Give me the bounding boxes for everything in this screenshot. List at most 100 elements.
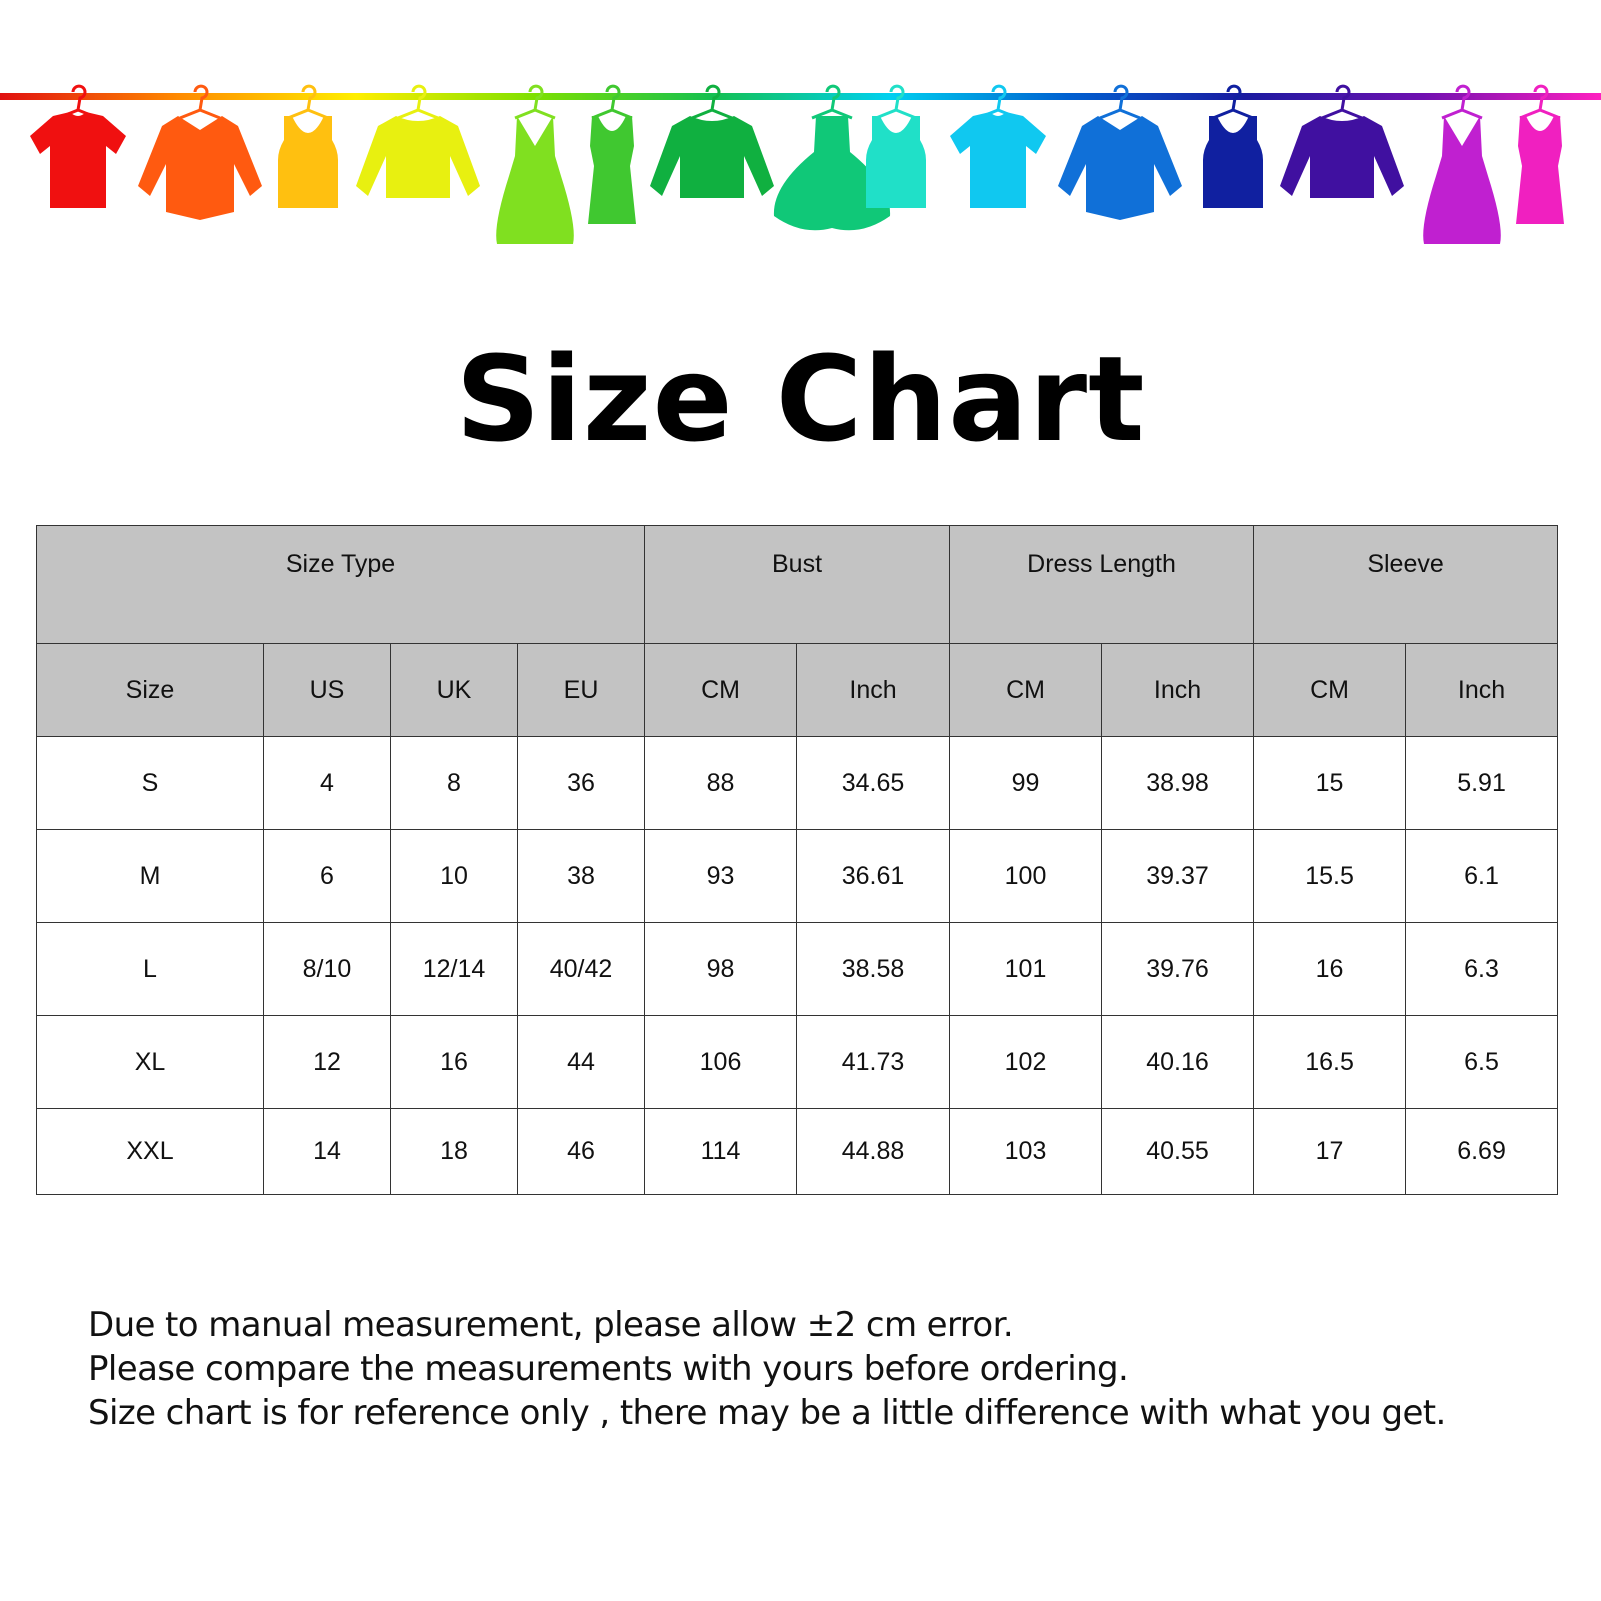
sweater-icon [650, 84, 774, 198]
table-cell: 106 [644, 1015, 798, 1109]
table-cell: 100 [949, 829, 1103, 923]
table-cell: 8 [390, 736, 518, 830]
page-title: Size Chart [455, 330, 1146, 468]
table-cell: 38.98 [1101, 736, 1255, 830]
table-cell: 14 [263, 1108, 391, 1195]
table-cell: 4 [263, 736, 391, 830]
dress-icon [1423, 84, 1501, 244]
column-header: Size [36, 643, 264, 737]
hanger-icon [1212, 84, 1254, 120]
note-line: Due to manual measurement, please allow … [88, 1305, 1014, 1345]
table-cell: 12/14 [390, 922, 518, 1016]
table-cell: 38.58 [796, 922, 951, 1016]
column-header: US [263, 643, 391, 737]
table-cell: 38 [516, 829, 646, 923]
hanger-icon [977, 84, 1019, 120]
group-header-size-type: Size Type [35, 525, 646, 644]
hanger-icon [1519, 84, 1561, 120]
table-row: XXL 14 18 46 114 44.88 103 40.55 17 6.69 [36, 1108, 1559, 1195]
column-header: CM [1253, 643, 1407, 737]
table-cell: 12 [263, 1015, 391, 1109]
hanger-icon [1321, 84, 1363, 120]
table-cell: 40.55 [1101, 1108, 1255, 1195]
column-header: Inch [1405, 643, 1559, 737]
note-line: Size chart is for reference only , there… [88, 1393, 1446, 1433]
table-cell: 8/10 [263, 922, 391, 1016]
clothes-hanger-banner [0, 84, 1601, 244]
table-cell: 40.16 [1101, 1015, 1255, 1109]
table-cell: M [36, 829, 264, 923]
table-cell: 6.5 [1405, 1015, 1559, 1109]
table-cell: 36 [516, 736, 646, 830]
hanger-icon [1099, 84, 1141, 120]
note-line: Please compare the measurements with you… [88, 1349, 1129, 1389]
table-cell: 46 [516, 1108, 646, 1195]
table-cell: 16.5 [1253, 1015, 1407, 1109]
table-cell: 16 [1253, 922, 1407, 1016]
column-header: Inch [1101, 643, 1255, 737]
hanger-icon [514, 84, 556, 120]
table-row: M 6 10 38 93 36.61 100 39.37 15.5 6.1 [36, 829, 1559, 923]
table-cell: 15.5 [1253, 829, 1407, 923]
table-cell: 16 [390, 1015, 518, 1109]
table-cell: 103 [949, 1108, 1103, 1195]
table-cell: 101 [949, 922, 1103, 1016]
hanger-icon [691, 84, 733, 120]
table-cell: XXL [36, 1108, 264, 1195]
table-cell: 93 [644, 829, 798, 923]
table-row: S 4 8 36 88 34.65 99 38.98 15 5.91 [36, 736, 1559, 830]
table-cell: L [36, 922, 264, 1016]
table-cell: 34.65 [796, 736, 951, 830]
column-header: Inch [796, 643, 951, 737]
hanger-icon [57, 84, 99, 120]
hanger-icon [287, 84, 329, 120]
column-header: EU [516, 643, 646, 737]
column-header: CM [644, 643, 798, 737]
table-cell: 41.73 [796, 1015, 951, 1109]
sweater-icon [1280, 84, 1404, 198]
table-cell: 102 [949, 1015, 1103, 1109]
table-cell: 88 [644, 736, 798, 830]
column-header: UK [390, 643, 518, 737]
hanger-icon [811, 84, 853, 120]
tank-top-icon [278, 84, 338, 208]
group-header-row: Size Type Bust Dress Length Sleeve [35, 525, 1559, 644]
column-header: CM [949, 643, 1103, 737]
table-cell: 36.61 [796, 829, 951, 923]
hanger-icon [591, 84, 633, 120]
shirt-icon [1058, 84, 1182, 220]
table-cell: S [36, 736, 264, 830]
tank-dress-icon [588, 84, 636, 224]
tank-top-icon [866, 84, 926, 208]
table-cell: XL [36, 1015, 264, 1109]
group-header-bust: Bust [644, 525, 951, 644]
hanger-icon [1441, 84, 1483, 120]
table-cell: 40/42 [516, 922, 646, 1016]
table-cell: 44.88 [796, 1108, 951, 1195]
dress-icon [496, 84, 574, 244]
table-cell: 6 [263, 829, 391, 923]
table-cell: 98 [644, 922, 798, 1016]
table-cell: 10 [390, 829, 518, 923]
table-cell: 39.76 [1101, 922, 1255, 1016]
ball-gown-icon [773, 84, 891, 231]
table-cell: 15 [1253, 736, 1407, 830]
tank-dress-icon [1516, 84, 1564, 224]
group-header-sleeve: Sleeve [1253, 525, 1559, 644]
hanger-icon [875, 84, 917, 120]
table-cell: 6.69 [1405, 1108, 1559, 1195]
group-header-dress-length: Dress Length [949, 525, 1255, 644]
table-cell: 114 [644, 1108, 798, 1195]
disclaimer-notes: Due to manual measurement, please allow … [88, 1303, 1446, 1435]
hanger-icon [179, 84, 221, 120]
table-cell: 99 [949, 736, 1103, 830]
size-chart-table: Size Type Bust Dress Length Sleeve Size U… [35, 525, 1559, 1195]
clothes-rod [0, 93, 1601, 100]
table-row: XL 12 16 44 106 41.73 102 40.16 16.5 6.5 [36, 1015, 1559, 1109]
hanger-icon [397, 84, 439, 120]
table-cell: 6.3 [1405, 922, 1559, 1016]
table-cell: 17 [1253, 1108, 1407, 1195]
shirt-icon [138, 84, 262, 220]
table-row: L 8/10 12/14 40/42 98 38.58 101 39.76 16 6.3 [36, 922, 1559, 1016]
tshirt-icon [950, 84, 1046, 208]
